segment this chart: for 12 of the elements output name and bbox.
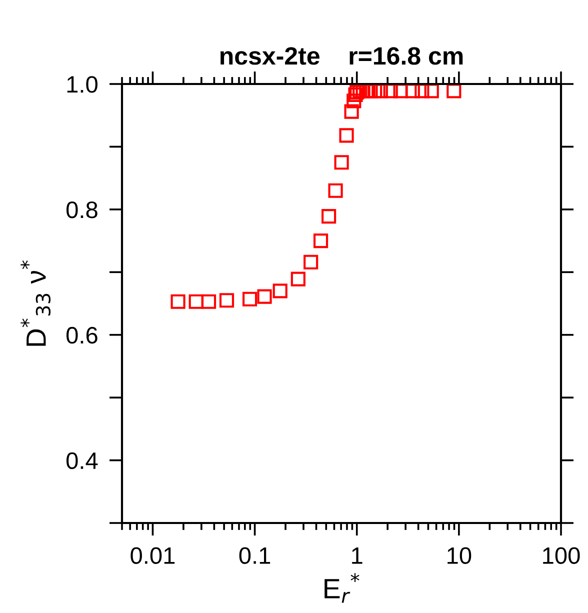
- x-tick-label: 0.01: [130, 547, 175, 564]
- x-tick-label: 100: [543, 547, 580, 564]
- x-axis-title: E$_{r}$$^{*}$: [324, 573, 360, 603]
- x-tick-label: 1: [352, 547, 362, 564]
- x-tick-label: 10: [448, 547, 472, 564]
- y-tick-label: 0.6: [66, 326, 98, 344]
- y-tick-label: 0.8: [66, 201, 98, 218]
- chart-title: ncsx-2te r=16.8 cm: [220, 47, 463, 65]
- y-tick-label: 0.4: [66, 452, 98, 470]
- x-tick-label: 0.1: [239, 547, 270, 564]
- y-tick-label: 1.0: [67, 76, 98, 93]
- y-axis-title: D$^{*}$$_{33}$ ν$^{*}$: [20, 260, 51, 346]
